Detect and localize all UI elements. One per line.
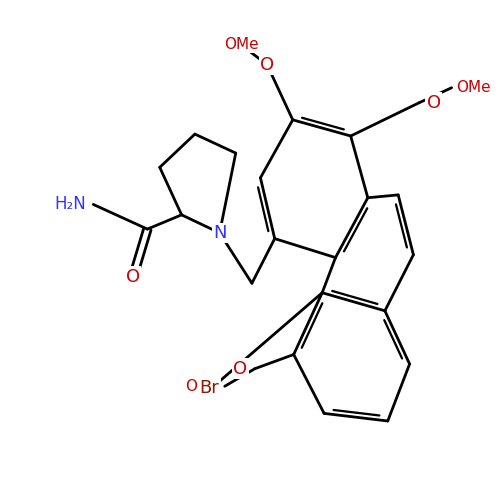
Text: N: N — [213, 224, 226, 242]
Text: O: O — [260, 56, 274, 74]
Text: H₂N: H₂N — [54, 196, 86, 214]
Text: Br: Br — [200, 379, 220, 397]
Text: O: O — [126, 268, 140, 285]
Text: O: O — [426, 94, 440, 112]
Text: O: O — [233, 360, 247, 378]
Text: OMe: OMe — [224, 38, 258, 52]
Text: OMe: OMe — [456, 80, 491, 95]
Text: OMe: OMe — [185, 379, 220, 394]
